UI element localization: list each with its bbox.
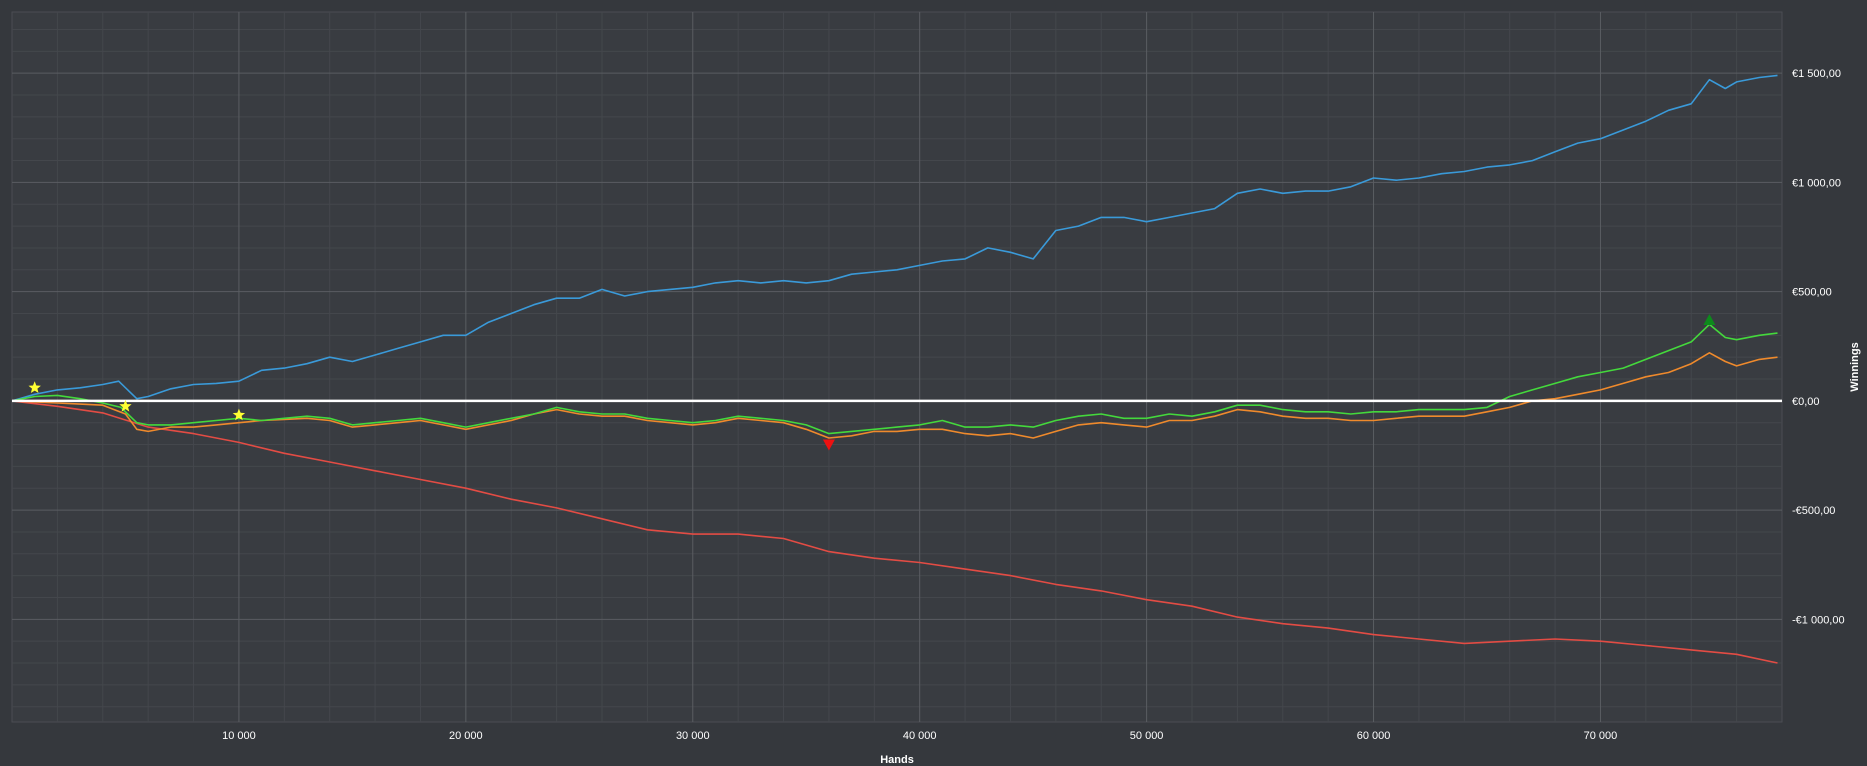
minor-gridlines	[12, 12, 1782, 722]
plot-background	[11, 11, 1783, 723]
min-marker	[822, 439, 835, 451]
series-line	[11, 351, 1778, 439]
x-tick-label: 30 000	[676, 730, 710, 742]
y-tick-label: €500,00	[1792, 287, 1832, 299]
series-line	[11, 400, 1778, 664]
y-axis-ticks: €1 500,00 €1 000,00 €500,00 €0,00 -€500,00 -€…	[1792, 68, 1845, 626]
major-gridlines	[12, 12, 1782, 722]
x-tick-label: 50 000	[1130, 730, 1164, 742]
marker-layer	[28, 314, 1716, 451]
star-marker	[119, 399, 132, 412]
star-marker	[232, 408, 246, 421]
y-tick-label: €0,00	[1792, 396, 1820, 408]
x-tick-label: 60 000	[1357, 730, 1391, 742]
x-tick-label: 70 000	[1584, 730, 1618, 742]
max-marker	[1703, 314, 1716, 326]
x-tick-label: 40 000	[903, 730, 937, 742]
y-axis-title: Winnings	[1849, 342, 1861, 391]
y-tick-label: -€500,00	[1792, 505, 1835, 517]
star-marker	[28, 381, 41, 393]
series-layer	[11, 74, 1782, 664]
y-tick-label: €1 500,00	[1792, 68, 1841, 80]
x-tick-label: 10 000	[222, 730, 256, 742]
x-axis-ticks: 10 000 20 000 30 000 40 000 50 000 60 000 70 0…	[222, 730, 1617, 742]
x-tick-label: 20 000	[449, 730, 483, 742]
series-line	[11, 74, 1778, 402]
x-axis-title: Hands	[880, 754, 914, 766]
y-tick-label: -€1 000,00	[1792, 614, 1845, 626]
y-tick-label: €1 000,00	[1792, 177, 1841, 189]
